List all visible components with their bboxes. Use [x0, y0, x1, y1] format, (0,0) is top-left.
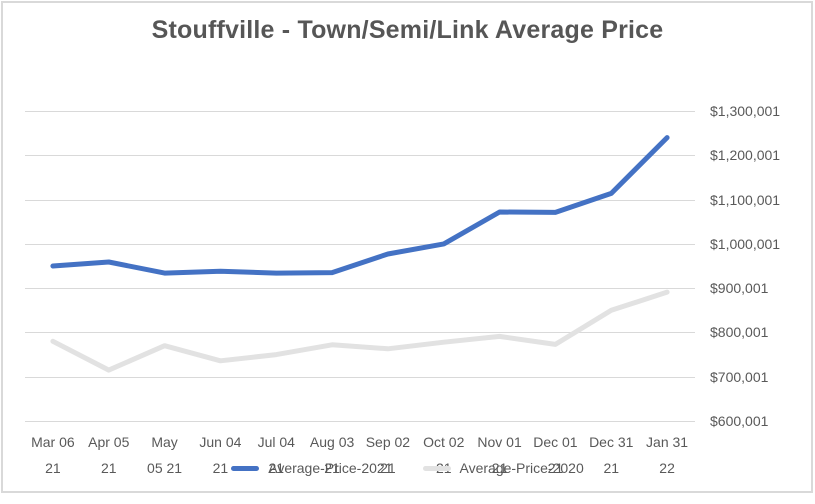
- legend-line-swatch-2020: [422, 465, 451, 471]
- series-line-average-price-2020: [50, 289, 670, 373]
- y-tick-label: $700,001: [710, 368, 769, 385]
- chart-frame: [1, 1, 813, 493]
- y-tick-label: $1,300,001: [710, 103, 781, 119]
- legend-item-average-price-2020: Average-Price-2020: [422, 460, 584, 476]
- x-tick-label: Jun 04 21: [199, 434, 242, 476]
- x-tick-label: Apr 05 21: [88, 434, 130, 476]
- x-tick-label: Dec 01 21: [533, 434, 578, 476]
- legend-label-2021: Average-Price-2021: [268, 460, 393, 476]
- x-tick-label: Jan 31 22: [646, 434, 689, 476]
- x-tick-label: Dec 31 21: [589, 434, 634, 476]
- x-tick-label: Nov 01 21: [477, 434, 522, 476]
- legend-label-2020: Average-Price-2020: [459, 460, 584, 476]
- y-tick-label: $1,200,001: [710, 147, 781, 164]
- x-tick-label: May 05 21: [147, 434, 183, 476]
- series-line-average-price-2021: [50, 135, 670, 276]
- y-tick-label: $800,001: [710, 324, 769, 341]
- x-tick-label: Sep 02 21: [365, 434, 411, 476]
- x-tick-label: Aug 03 21: [309, 434, 355, 476]
- legend-item-average-price-2021: Average-Price-2021: [231, 460, 393, 476]
- legend: Average-Price-2021 Average-Price-2020: [0, 460, 815, 476]
- y-tick-label: $600,001: [710, 413, 769, 429]
- x-tick-label: Jul 04 21: [257, 434, 295, 476]
- y-tick-label: $1,100,001: [710, 191, 781, 208]
- legend-line-swatch-2021: [231, 465, 260, 471]
- chart-title: Stouffville - Town/Semi/Link Average Pri…: [151, 16, 664, 44]
- x-tick-label: Mar 06 21: [31, 434, 75, 476]
- y-tick-label: $1,000,001: [710, 235, 781, 252]
- y-tick-label: $900,001: [710, 280, 769, 297]
